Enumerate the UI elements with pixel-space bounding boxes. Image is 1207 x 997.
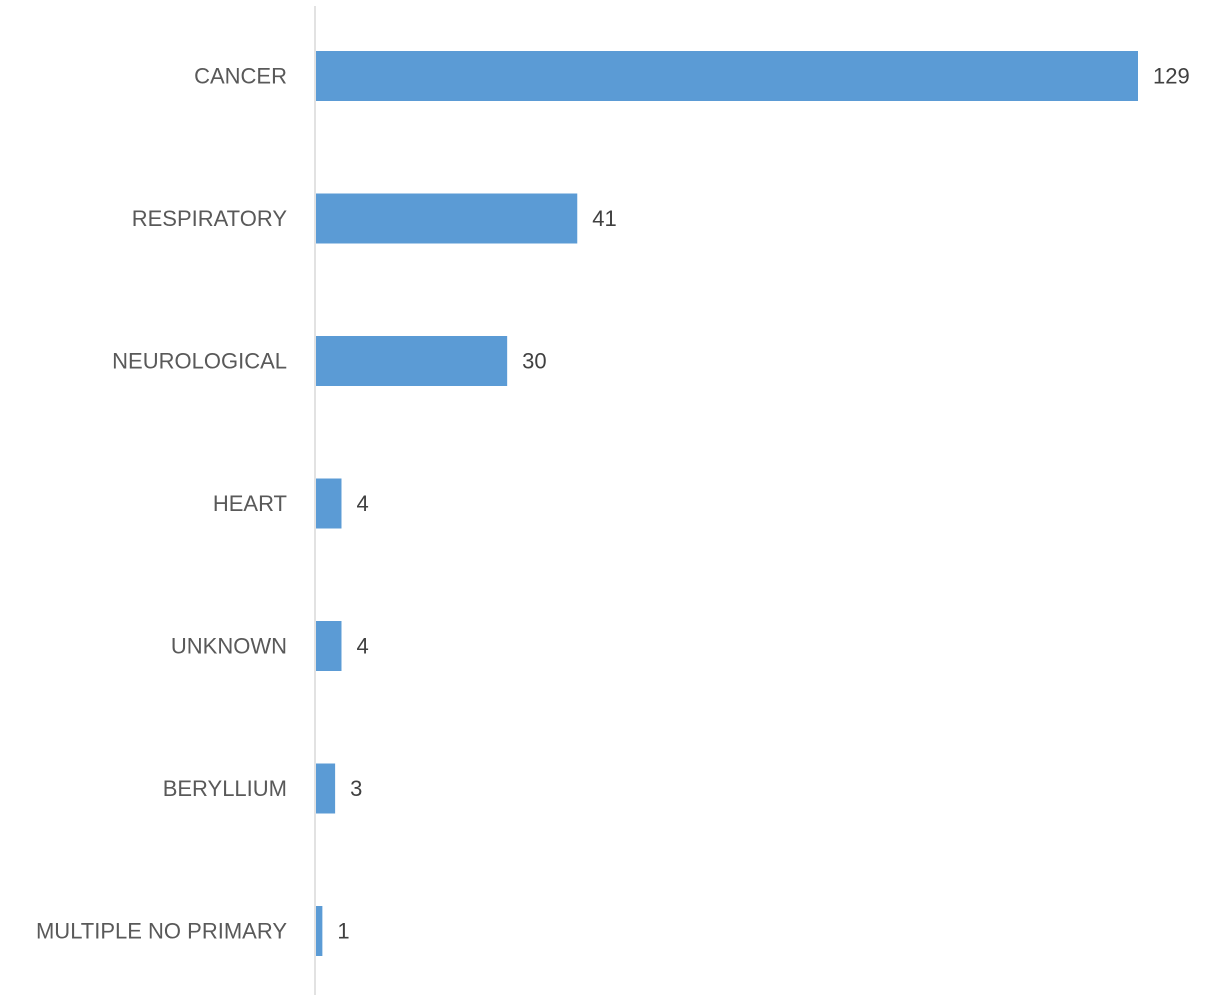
bar-neurological: [316, 336, 508, 386]
category-label: RESPIRATORY: [132, 206, 288, 231]
value-label: 41: [592, 206, 616, 231]
bar-heart: [316, 478, 342, 529]
value-labels-group: 129 41 30 4 4 3 1: [337, 64, 1189, 944]
value-label: 129: [1153, 64, 1190, 89]
value-label: 30: [522, 349, 546, 374]
bar-respiratory: [316, 193, 578, 244]
value-label: 4: [356, 491, 368, 516]
bar-unknown: [316, 621, 342, 671]
bar-multiple-no-primary: [316, 906, 323, 956]
category-label: NEUROLOGICAL: [112, 349, 287, 374]
value-label: 1: [337, 919, 349, 944]
category-label: MULTIPLE NO PRIMARY: [36, 919, 287, 944]
bar-cancer: [316, 51, 1138, 101]
category-label: BERYLLIUM: [163, 776, 287, 801]
value-label: 3: [350, 776, 362, 801]
category-labels-group: CANCER RESPIRATORY NEUROLOGICAL HEART UNKNOW…: [36, 64, 287, 944]
value-label: 4: [356, 634, 368, 659]
category-label: CANCER: [194, 64, 287, 89]
bars-group: [316, 51, 1138, 956]
bar-beryllium: [316, 763, 336, 814]
category-label: HEART: [213, 491, 287, 516]
category-label: UNKNOWN: [171, 634, 287, 659]
